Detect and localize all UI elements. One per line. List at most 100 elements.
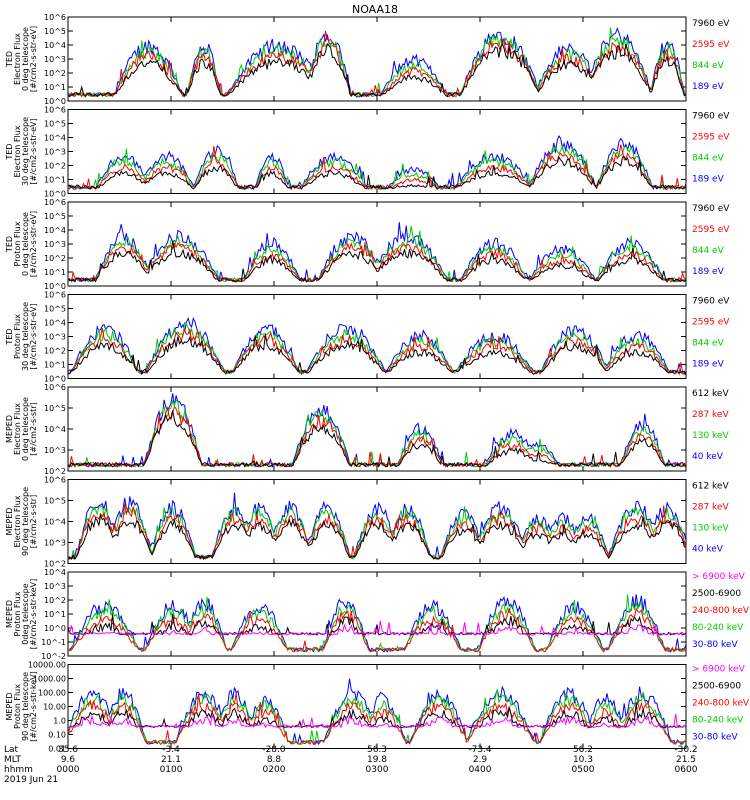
x-axis-row-label: 2019 Jun 21 <box>4 775 58 785</box>
legend-entry: 287 keV <box>692 503 729 513</box>
legend-entry: 2595 eV <box>692 40 730 50</box>
legend-entry: 189 eV <box>692 267 725 277</box>
y-axis-label-line: Proton Flux <box>13 314 22 359</box>
y-tick-label: 10^-1 <box>41 638 66 647</box>
y-tick-label: 1000.00 <box>33 675 66 684</box>
panel-8: 0.01 0.10 1.0 10.00 100.00 1000.00 10000.00 MEP… <box>5 661 750 754</box>
y-tick-label: 10^5 <box>44 27 66 36</box>
y-tick-label: 10^3 <box>44 333 66 342</box>
legend-entry: 7960 eV <box>692 19 730 29</box>
y-axis-label-line: [#/cm2-s-str-eV] <box>29 303 38 369</box>
x-tick-label-lat: 35.6 <box>58 745 78 755</box>
series-line <box>67 321 687 376</box>
x-tick-label-hhmm: 0000 <box>57 765 80 775</box>
figure-title: NOAA18 <box>352 3 398 16</box>
x-tick-label-hhmm: 0600 <box>675 765 698 775</box>
legend-entry: 7960 eV <box>692 297 730 307</box>
legend-entry: 2595 eV <box>692 318 730 328</box>
y-axis-label-line: Electron Flux <box>13 495 22 547</box>
y-tick-label: 10^2 <box>44 596 66 605</box>
y-axis-label-line: Proton Flux <box>13 684 22 729</box>
series-traces <box>67 678 687 746</box>
y-tick-label: 10^5 <box>44 404 66 413</box>
y-axis-label-line: 90 deg telescope <box>21 672 30 741</box>
series-line <box>67 692 687 745</box>
x-tick-label-mlt: 21.5 <box>676 755 696 765</box>
y-axis-label-line: Electron Flux <box>13 125 22 177</box>
y-tick-label: 10^1 <box>44 176 66 185</box>
series-line <box>67 613 687 636</box>
y-axis-label-line: Electron Flux <box>13 403 22 455</box>
y-tick-label: 10^4 <box>44 226 66 235</box>
y-tick-label: 10.00 <box>43 703 66 712</box>
y-axis-label-line: [#/cm2-s-str-eV] <box>29 211 38 277</box>
legend-entry: 80-240 keV <box>692 623 744 633</box>
y-tick-label: 10^3 <box>44 539 66 548</box>
legend-entry: 30-80 keV <box>692 640 738 650</box>
panel-frame <box>67 16 687 102</box>
y-tick-label: 10^1 <box>44 361 66 370</box>
series-traces <box>67 222 687 283</box>
legend-entry: 30-80 keV <box>692 733 738 743</box>
y-tick-label: 10^6 <box>44 106 66 115</box>
y-tick-label: 10^0 <box>44 190 66 199</box>
series-line <box>67 713 687 729</box>
y-tick-label: 10^5 <box>44 305 66 314</box>
y-axis-label-line: Electron Flux <box>13 33 22 85</box>
y-axis-label-line: TED <box>5 328 14 345</box>
y-axis-label-line: 90 deg telescope <box>21 487 30 556</box>
legend-entry: 80-240 keV <box>692 716 744 726</box>
y-axis-label-line: [#/cm2-s-str-eV] <box>29 118 38 184</box>
x-tick-label-mlt: 9.6 <box>61 755 76 765</box>
panel-3: 10^0 10^1 10^2 10^3 10^4 10^5 10^6 TED Proton Fl… <box>5 198 730 291</box>
legend-entry: 7960 eV <box>692 204 730 214</box>
y-tick-label: 10^1 <box>44 83 66 92</box>
y-axis-label-line: MEPED <box>5 508 14 536</box>
series-line <box>67 144 687 191</box>
x-axis-row-label: hhmm <box>4 765 33 775</box>
series-traces <box>67 134 687 191</box>
x-tick-label-hhmm: 0300 <box>366 765 389 775</box>
legend-entry: 844 eV <box>692 154 725 164</box>
x-axis-row-label: MLT <box>4 755 22 765</box>
x-axis-row-label: Lat <box>4 745 19 755</box>
legend-entry: 612 keV <box>692 389 729 399</box>
y-tick-label: 10^4 <box>44 41 66 50</box>
panel-6: 10^2 10^3 10^4 10^5 10^6 MEPED Electron Flux 90… <box>5 476 729 569</box>
legend-entry: 240-800 keV <box>692 606 750 616</box>
legend-entry: 40 keV <box>692 545 724 555</box>
y-axis-label-line: 0 deg telescope <box>21 212 30 276</box>
series-line <box>67 222 687 283</box>
series-line <box>67 316 687 375</box>
x-tick-label-mlt: 10.3 <box>573 755 593 765</box>
y-tick-label: 10^2 <box>44 467 66 476</box>
y-axis-label-line: 30 deg telescope <box>21 117 30 186</box>
legend-entry: > 6900 keV <box>692 572 746 582</box>
y-axis-label-line: TED <box>5 143 14 160</box>
legend-entry: 844 eV <box>692 339 725 349</box>
y-axis-label-line: TED <box>5 51 14 68</box>
series-line <box>67 503 687 560</box>
y-tick-label: 0.01 <box>48 745 66 754</box>
y-tick-label: 10^5 <box>44 497 66 506</box>
y-tick-label: 10^6 <box>44 383 66 392</box>
y-tick-label: 10^0 <box>44 624 66 633</box>
series-traces <box>67 393 687 469</box>
series-line <box>67 620 687 637</box>
y-axis-label-line: 30 deg telescope <box>21 302 30 371</box>
y-axis-label-line: [#/cm2-s-str-keV] <box>29 671 38 742</box>
series-line <box>67 241 687 283</box>
y-tick-label: 10^0 <box>44 282 66 291</box>
panel-5: 10^2 10^3 10^4 10^5 10^6 MEPED Electron Flux 0 … <box>5 383 729 476</box>
series-line <box>67 30 687 98</box>
legend-entry: 844 eV <box>692 61 725 71</box>
y-tick-label: 10^4 <box>44 134 66 143</box>
series-line <box>67 225 687 283</box>
panel-frame <box>67 571 687 657</box>
y-axis-label-line: [#/cm2-s-str] <box>29 495 38 548</box>
y-tick-label: 10^4 <box>44 425 66 434</box>
series-traces <box>67 26 687 98</box>
y-tick-label: 10^2 <box>44 69 66 78</box>
